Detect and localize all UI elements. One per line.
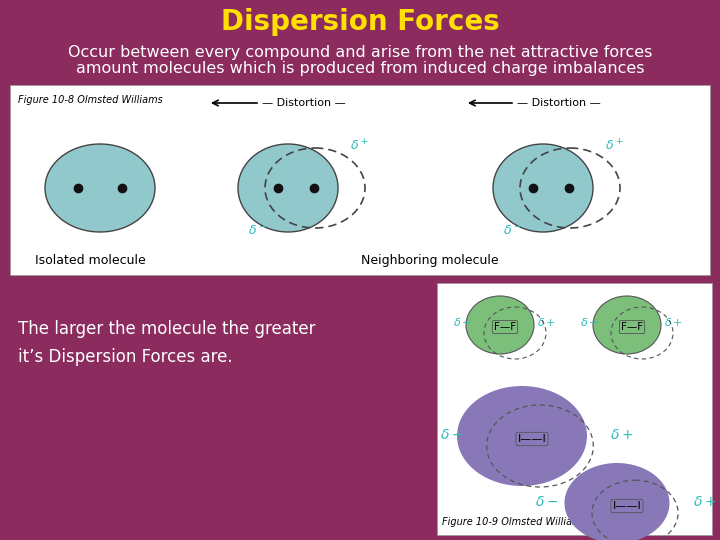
Text: $\delta^-$: $\delta^-$ (248, 224, 266, 237)
Text: $\delta+$: $\delta+$ (665, 316, 683, 328)
Text: F—F: F—F (621, 322, 643, 332)
Ellipse shape (466, 296, 534, 354)
Ellipse shape (238, 144, 338, 232)
Text: $\delta+$: $\delta+$ (611, 428, 634, 442)
Text: Isolated molecule: Isolated molecule (35, 254, 145, 267)
Text: $\delta^+$: $\delta^+$ (605, 138, 624, 154)
Text: $\delta^-$: $\delta^-$ (503, 224, 521, 237)
Text: $\delta^+$: $\delta^+$ (350, 138, 369, 154)
Bar (437, 283, 712, 535)
Text: The larger the molecule the greater
it’s Dispersion Forces are.: The larger the molecule the greater it’s… (18, 320, 315, 366)
Text: Occur between every compound and arise from the net attractive forces: Occur between every compound and arise f… (68, 44, 652, 59)
Text: Dispersion Forces: Dispersion Forces (220, 8, 500, 36)
Text: $\delta+$: $\delta+$ (693, 495, 716, 509)
Text: Figure 10-9 Olmsted Williams: Figure 10-9 Olmsted Williams (442, 517, 587, 527)
Text: Neighboring molecule: Neighboring molecule (361, 254, 499, 267)
Ellipse shape (593, 296, 661, 354)
Text: — Distortion —: — Distortion — (262, 98, 346, 108)
Text: — Distortion —: — Distortion — (517, 98, 600, 108)
Text: $\delta-$: $\delta-$ (454, 316, 472, 328)
Text: I——I: I——I (518, 434, 546, 444)
Text: F—F: F—F (494, 322, 516, 332)
Ellipse shape (564, 463, 670, 540)
Text: amount molecules which is produced from induced charge imbalances: amount molecules which is produced from … (76, 60, 644, 76)
Text: $\delta+$: $\delta+$ (537, 316, 557, 328)
Ellipse shape (493, 144, 593, 232)
Text: $\delta-$: $\delta-$ (580, 316, 600, 328)
Bar (10, 85, 710, 275)
Text: $\delta-$: $\delta-$ (441, 428, 464, 442)
Ellipse shape (457, 386, 587, 486)
Ellipse shape (45, 144, 155, 232)
Text: I——I: I——I (613, 501, 642, 511)
Text: $\delta-$: $\delta-$ (536, 495, 559, 509)
Text: Figure 10-8 Olmsted Williams: Figure 10-8 Olmsted Williams (18, 95, 163, 105)
